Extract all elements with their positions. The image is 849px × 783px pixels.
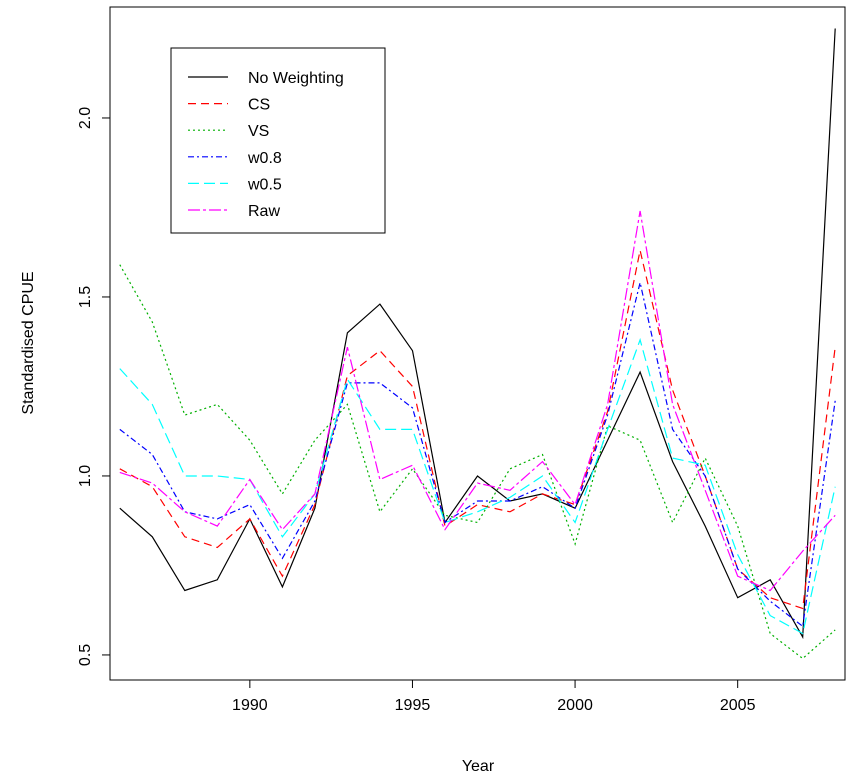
x-axis-title: Year [462,758,495,775]
y-axis-title: Standardised CPUE [20,271,37,414]
x-tick-label-2005: 2005 [720,697,756,714]
y-tick-label-1.0: 1.0 [77,465,94,487]
legend-label-w0-5: w0.5 [247,176,282,193]
y-axis: 0.5 1.0 1.5 2.0 [77,107,110,666]
legend: No Weighting CS VS w0.8 w0.5 Raw [170,47,386,234]
legend-box [170,47,386,234]
x-tick-label-2000: 2000 [557,697,593,714]
series-line-no-weighting [119,28,836,640]
x-tick-label-1990: 1990 [232,697,268,714]
legend-label-raw: Raw [248,203,280,220]
series-line-vs [119,264,836,660]
legend-label-vs: VS [248,123,269,140]
legend-label-w0-8: w0.8 [247,150,282,167]
series-lines [119,28,836,660]
y-tick-label-0.5: 0.5 [77,644,94,666]
y-tick-label-1.5: 1.5 [77,286,94,308]
series-line-cs [119,250,836,610]
legend-label-cs: CS [248,97,270,114]
series-line-w0-5 [119,337,836,635]
x-tick-label-1995: 1995 [395,697,431,714]
series-line-w0-8 [119,282,836,628]
plot-area-frame [109,6,846,681]
series-line-raw [119,210,836,592]
x-axis: 1990 1995 2000 2005 [232,680,756,714]
y-tick-label-2.0: 2.0 [77,107,94,129]
legend-label-no-weighting: No Weighting [248,70,344,87]
